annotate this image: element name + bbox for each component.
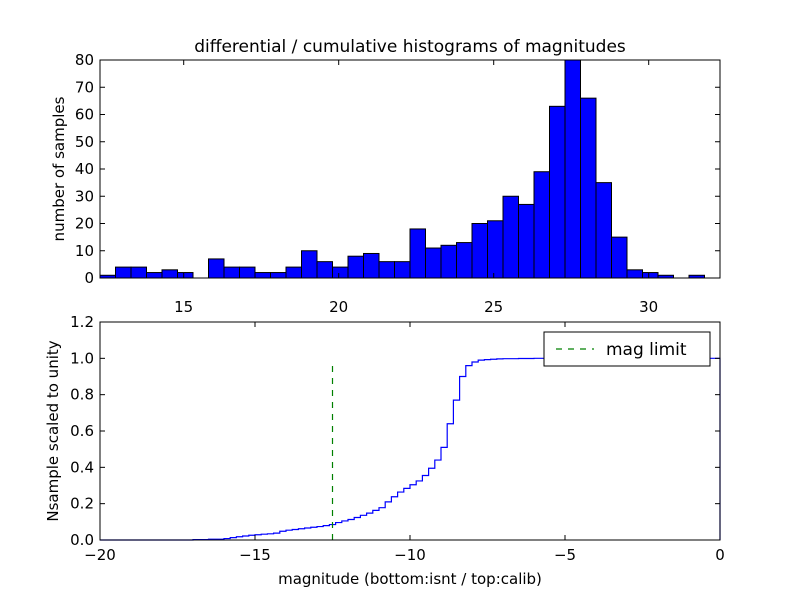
histogram-bar [146,272,163,279]
bottom-x-axis-label: magnitude (bottom:isnt / top:calib) [278,570,542,588]
bottom-y-tick-label: 0.4 [70,458,94,476]
histogram-bar [161,269,178,279]
histogram-bar [270,272,287,279]
histogram-bar [642,272,659,279]
histogram-bar [208,258,225,279]
histogram-bar [347,255,364,279]
bottom-y-tick-label: 0.8 [70,386,94,404]
histogram-bar [285,266,302,279]
histogram-bar [580,97,597,279]
legend: mag limit [543,331,711,367]
histogram-bar [533,171,550,279]
bottom-x-tick-label: −10 [394,546,426,564]
top-y-axis-label: number of samples [50,96,68,241]
histogram-bar [115,266,132,279]
histogram-bar [487,220,504,279]
bottom-y-axis-label: Nsample scaled to unity [44,340,62,521]
bottom-y-tick-label: 1.0 [70,349,94,367]
histogram-bar [440,244,457,279]
bottom-y-tick-label: 1.2 [70,313,94,331]
bottom-x-tick-label: −5 [554,546,576,564]
cumulative-histogram-panel: −20 −15 −10 −5 0 0.0 0.2 0.4 0.6 0.8 1.0 1.2 magnit… [44,313,725,588]
top-y-tick-label: 60 [75,106,94,124]
bottom-x-tick-label: −15 [239,546,271,564]
histogram-bar [378,261,395,279]
histogram-bar [177,272,194,279]
top-y-tick-label: 0 [84,269,94,287]
bottom-x-tick-label: 0 [715,546,725,564]
histogram-bar [595,182,612,279]
histogram-bar [456,242,473,279]
histogram-bar [363,252,380,279]
histogram-bar [409,228,426,279]
histogram-bar [332,266,349,279]
cumulative-lines [100,357,721,541]
differential-histogram-panel: differential / cumulative histograms of … [50,37,721,316]
chart-title: differential / cumulative histograms of … [194,37,626,57]
bottom-y-tick-label: 0.2 [70,495,94,513]
histogram-bar [130,266,147,279]
histogram-bar [425,247,442,279]
top-x-tick-label: 15 [174,298,193,316]
top-x-tick-label: 20 [329,298,348,316]
histogram-bar [611,236,628,279]
histogram-bar [549,105,566,279]
bottom-x-tick-label: −20 [84,546,116,564]
top-y-tick-label: 30 [75,187,94,205]
top-axis-ticks: 15 20 25 30 0 10 20 30 40 50 60 70 80 [75,51,720,316]
histogram-bar [254,272,271,279]
histogram-bar [502,195,519,279]
top-y-tick-label: 40 [75,160,94,178]
top-x-tick-label: 30 [639,298,658,316]
histogram-bar [223,266,240,279]
legend-mag-limit-label: mag limit [606,340,687,360]
bottom-y-tick-label: 0.6 [70,422,94,440]
histogram-bar [518,203,535,279]
histogram-bar [394,261,411,279]
top-y-tick-label: 70 [75,78,94,96]
top-y-tick-label: 80 [75,51,94,69]
top-y-tick-label: 10 [75,242,94,260]
histogram-bar [316,261,333,279]
bottom-axis-ticks: −20 −15 −10 −5 0 0.0 0.2 0.4 0.6 0.8 1.0 1.2 [70,313,725,564]
top-x-tick-label: 25 [484,298,503,316]
histogram-bar [564,59,581,279]
top-y-tick-label: 20 [75,215,94,233]
bottom-y-tick-label: 0.0 [70,531,94,549]
histogram-bar [239,266,256,279]
top-y-tick-label: 50 [75,133,94,151]
cumulative-step-line [100,357,721,541]
histogram-bar [626,269,643,279]
histogram-bar [471,223,488,279]
histogram-bar [301,250,318,279]
